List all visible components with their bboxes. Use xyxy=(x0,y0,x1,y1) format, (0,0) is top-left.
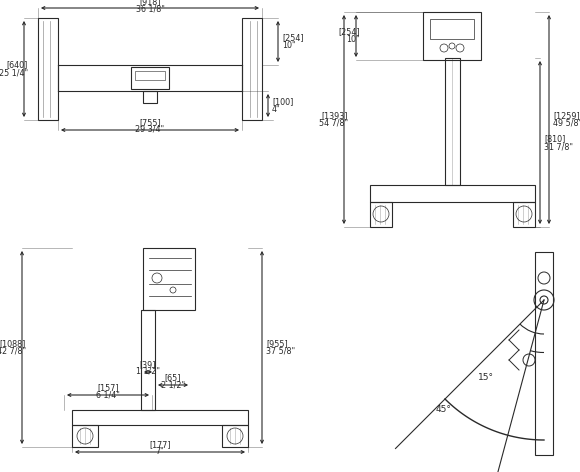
Bar xyxy=(143,248,195,310)
Text: 10": 10" xyxy=(282,41,296,50)
Text: [955]: [955] xyxy=(266,339,288,348)
Text: [100]: [100] xyxy=(272,97,293,106)
Text: [65]: [65] xyxy=(165,373,181,382)
Bar xyxy=(38,18,58,120)
Text: [39]: [39] xyxy=(140,360,156,369)
Bar xyxy=(72,410,248,425)
Text: [810]: [810] xyxy=(544,134,566,143)
Text: [254]: [254] xyxy=(338,27,360,36)
Text: [1259]: [1259] xyxy=(553,111,580,120)
Bar xyxy=(143,91,157,103)
Text: 45°: 45° xyxy=(436,405,452,414)
Text: [755]: [755] xyxy=(139,118,161,127)
Text: 7": 7" xyxy=(155,447,164,456)
Text: 15°: 15° xyxy=(478,373,494,382)
Text: 42 7/8": 42 7/8" xyxy=(0,347,26,356)
Bar xyxy=(141,310,155,410)
Text: 2 1/2": 2 1/2" xyxy=(161,380,185,389)
Bar xyxy=(513,202,535,227)
Text: 6 1/4": 6 1/4" xyxy=(96,390,120,399)
Bar xyxy=(423,12,481,60)
Bar xyxy=(370,202,392,227)
Text: [177]: [177] xyxy=(149,440,171,449)
Text: [157]: [157] xyxy=(97,383,119,392)
Bar xyxy=(242,18,262,120)
Text: 49 5/8": 49 5/8" xyxy=(553,119,580,128)
Bar xyxy=(445,58,460,185)
Bar xyxy=(430,19,474,39)
Text: 1 1/2": 1 1/2" xyxy=(136,367,160,376)
Text: 37 5/8": 37 5/8" xyxy=(266,347,295,356)
Text: 54 7/8": 54 7/8" xyxy=(319,119,348,128)
Text: 10": 10" xyxy=(346,35,360,44)
Bar xyxy=(535,252,553,455)
Text: 25 1/4": 25 1/4" xyxy=(0,68,28,77)
Text: [640]: [640] xyxy=(6,60,28,69)
Bar xyxy=(222,425,248,447)
Text: [254]: [254] xyxy=(282,33,303,42)
Text: 31 7/8": 31 7/8" xyxy=(544,142,573,151)
Text: [1393]: [1393] xyxy=(321,111,348,120)
Bar xyxy=(131,67,169,89)
Text: 4": 4" xyxy=(272,105,281,114)
Text: 36 1/8": 36 1/8" xyxy=(136,4,165,13)
Bar xyxy=(135,71,165,80)
Text: [1088]: [1088] xyxy=(0,339,26,348)
Bar xyxy=(72,425,98,447)
Text: [918]: [918] xyxy=(139,0,161,6)
Bar xyxy=(370,185,535,202)
Text: 29 3/4": 29 3/4" xyxy=(136,125,165,134)
